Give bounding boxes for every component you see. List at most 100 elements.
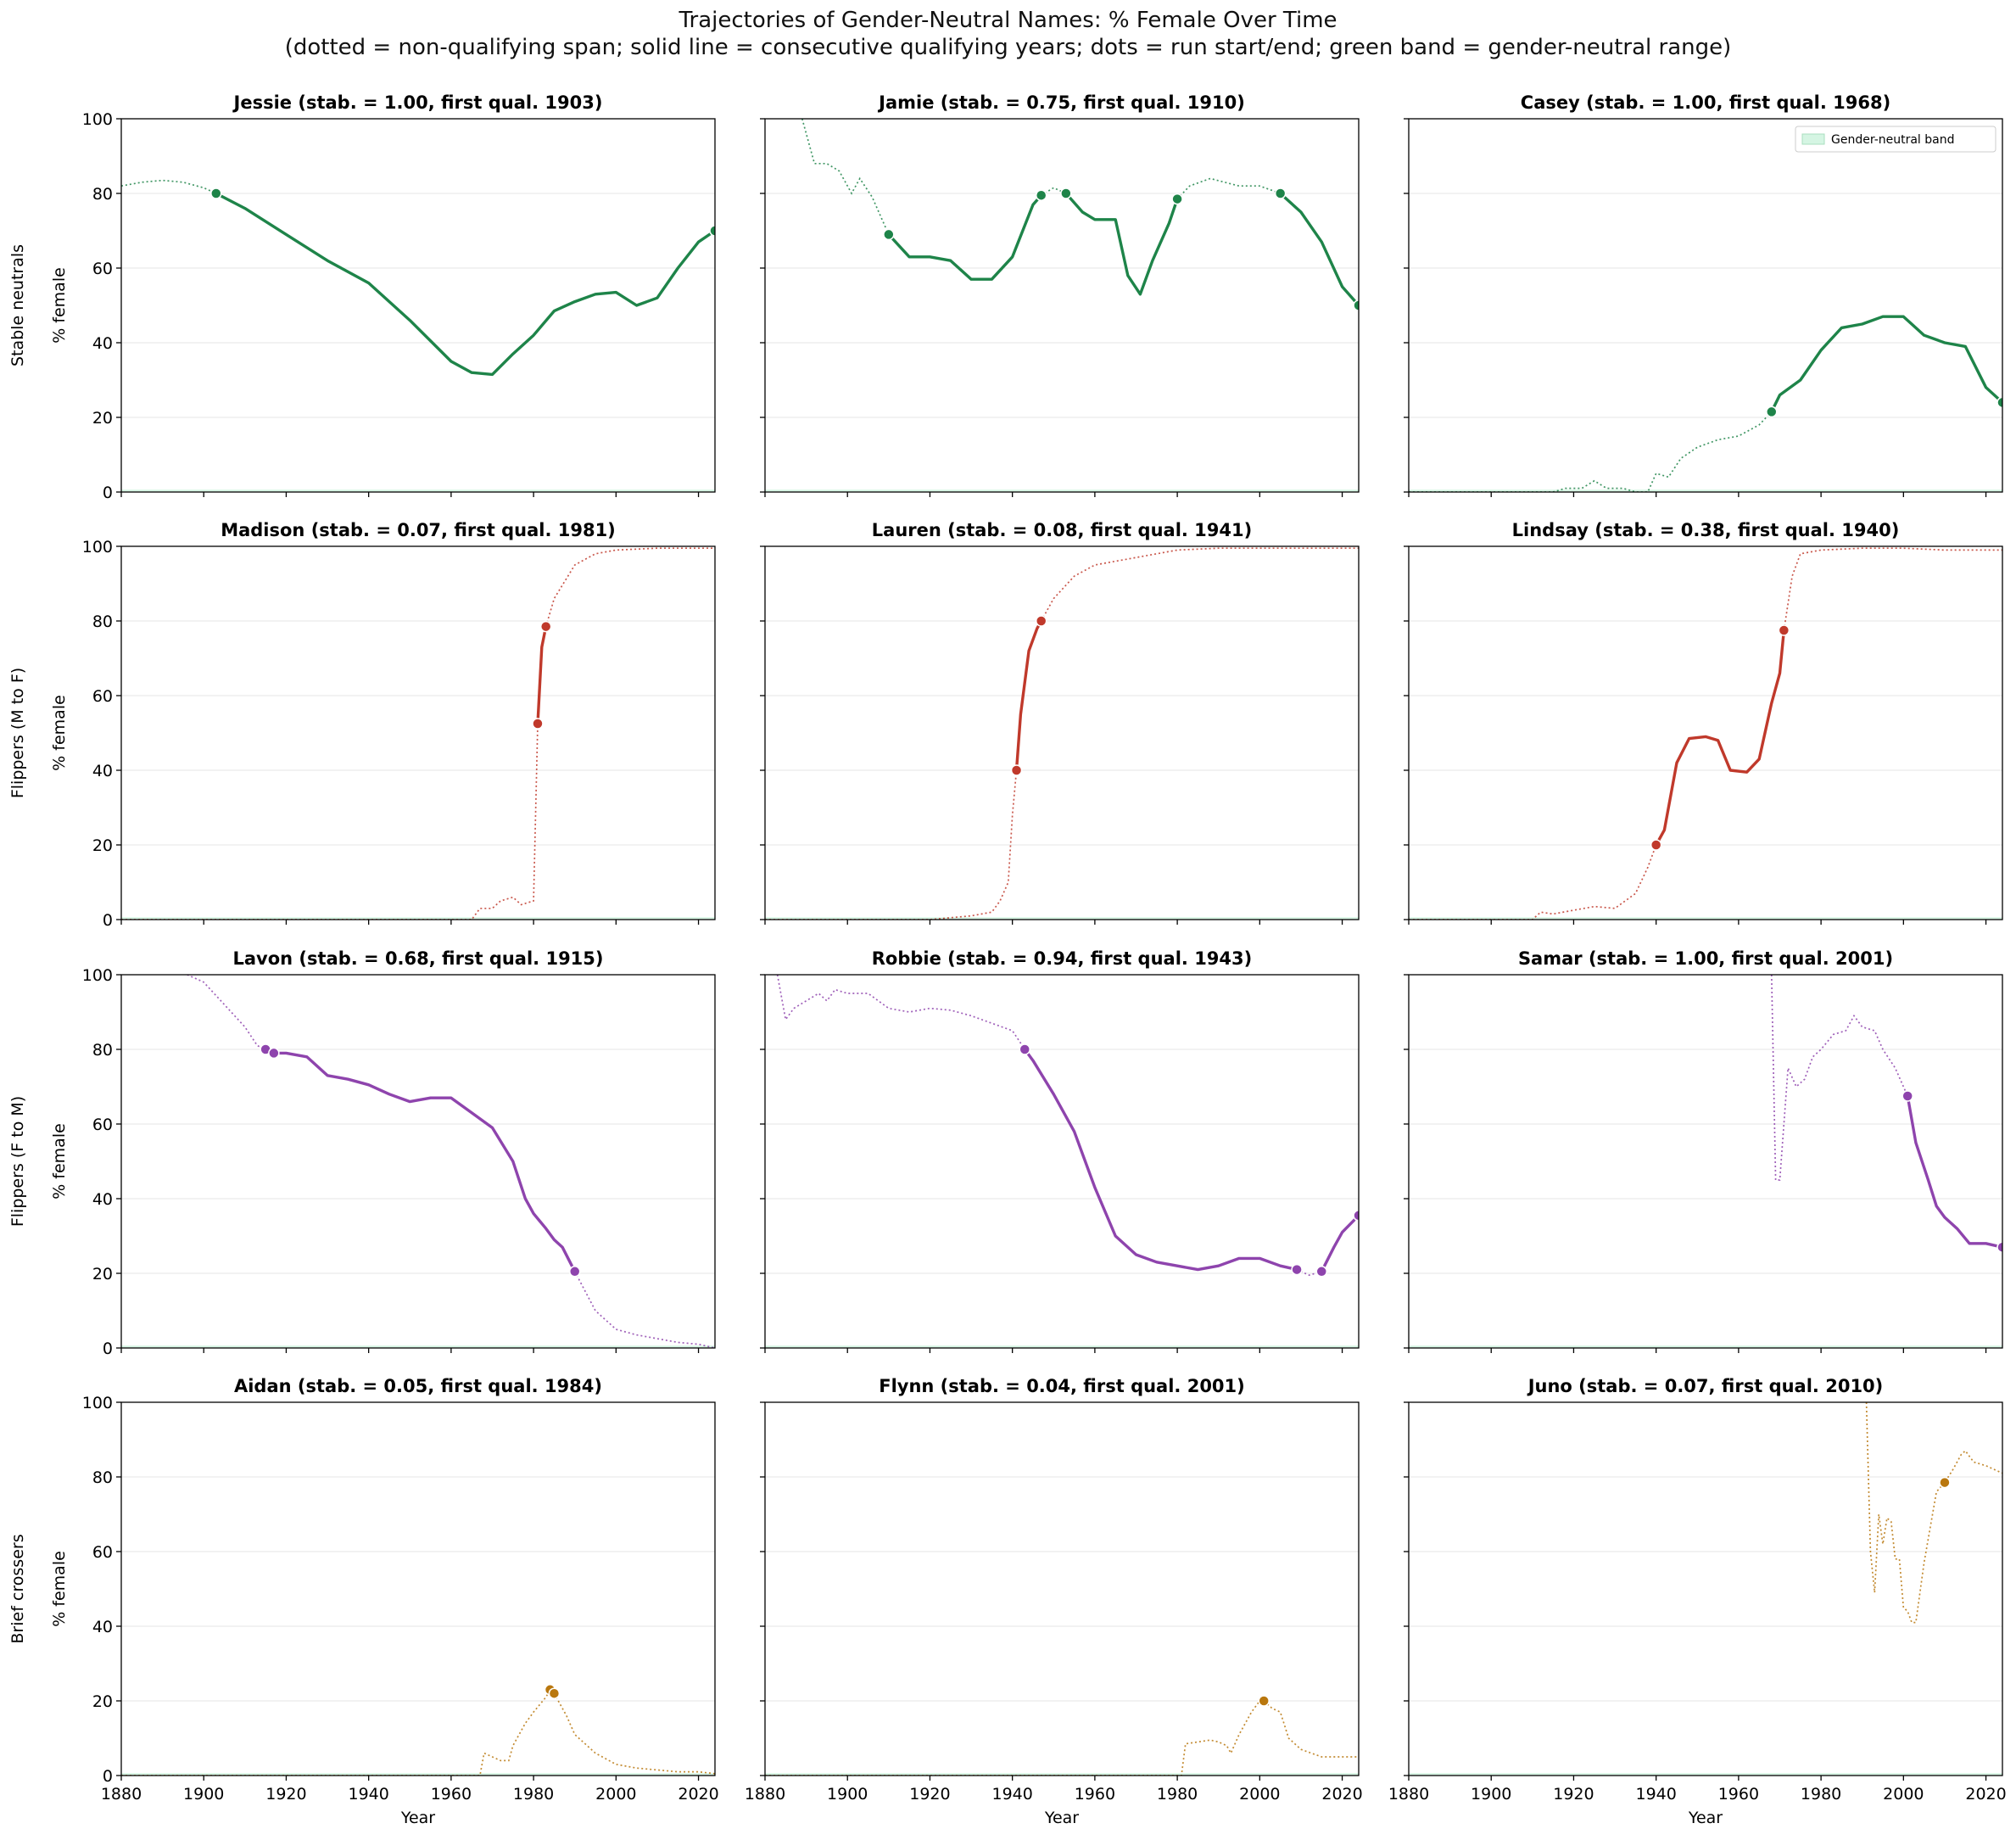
panel-title: Flynn (stab. = 0.04, first qual. 2001)	[879, 1376, 1245, 1396]
axes-frame	[1408, 118, 2003, 493]
non-qualifying-line	[121, 1688, 715, 1776]
y-tick-label: 60	[92, 260, 113, 278]
x-tick-label: 1900	[1471, 1785, 1511, 1804]
x-tick-label: 2000	[1883, 1785, 1924, 1804]
axes-frame	[764, 545, 1360, 920]
series-casey	[1409, 315, 2002, 492]
non-qualifying-line	[1409, 411, 1773, 492]
qualifying-run-line	[1023, 1048, 1298, 1272]
y-tick-label: 80	[92, 1468, 113, 1487]
x-tick-label: 1920	[1553, 1785, 1594, 1804]
run-endpoint-marker	[1996, 396, 2002, 409]
y-tick-label: 80	[92, 185, 113, 204]
qualifying-run-line	[1278, 192, 1359, 307]
panel-title: Jessie (stab. = 1.00, first qual. 1903)	[232, 92, 603, 113]
panel-jessie: 0 20 40 60 80 100 Jessie (stab. = 1.00, first …	[8, 92, 716, 502]
panel-title: Samar (stab. = 1.00, first qual. 2001)	[1518, 948, 1893, 969]
x-tick-label: 1980	[1801, 1785, 1841, 1804]
x-tick-label: 1920	[909, 1785, 950, 1804]
y-tick-label: 60	[92, 1116, 113, 1134]
panel-title: Casey (stab. = 1.00, first qual. 1968)	[1521, 92, 1890, 113]
x-axis-label: Year	[1688, 1809, 1723, 1827]
panel-madison: 0 20 40 60 80 100 Madison (stab. = 0.07, first…	[8, 520, 716, 930]
y-tick-label: 100	[82, 110, 113, 129]
axes-frame	[1408, 1401, 2003, 1776]
series-robbie	[776, 975, 1359, 1278]
y-tick-label: 60	[92, 687, 113, 706]
y-tick-label: 80	[92, 612, 113, 631]
y-tick-label: 80	[92, 1041, 113, 1060]
panel-jamie: Jamie (stab. = 0.75, first qual. 1910)	[760, 92, 1360, 497]
non-qualifying-line	[1783, 547, 2002, 631]
legend-swatch	[1801, 133, 1825, 145]
x-tick-label: 1940	[991, 1785, 1032, 1804]
series-lindsay	[1409, 547, 2002, 920]
axes-frame	[1408, 545, 2003, 920]
y-tick-label: 20	[92, 1265, 113, 1284]
non-qualifying-line	[573, 1271, 715, 1348]
panel-lavon: 0 20 40 60 80 100 Lavon (stab. = 0.68, first q…	[8, 948, 716, 1358]
non-qualifying-line	[1770, 975, 1908, 1181]
panel-samar: Samar (stab. = 1.00, first qual. 2001)	[1404, 948, 2003, 1353]
qualifying-run-line	[1064, 192, 1179, 296]
y-axis-label: % female	[50, 267, 69, 344]
x-tick-label: 2020	[678, 1785, 718, 1804]
non-qualifying-line	[765, 1700, 1359, 1776]
y-tick-label: 40	[92, 1190, 113, 1209]
series-juno	[1865, 1402, 2002, 1624]
x-tick-label: 1960	[431, 1785, 472, 1804]
series-samar	[1770, 975, 2002, 1253]
y-tick-label: 40	[92, 334, 113, 353]
x-tick-label: 1940	[348, 1785, 388, 1804]
qualifying-run-line	[887, 193, 1043, 281]
row-label: Stable neutrals	[8, 244, 27, 366]
y-tick-label: 20	[92, 1692, 113, 1711]
qualifying-run-line	[1906, 1094, 2002, 1249]
run-endpoint-marker	[1019, 1043, 1030, 1055]
axes-frame	[764, 118, 1360, 493]
non-qualifying-line	[187, 975, 266, 1050]
qualifying-run-line	[215, 192, 715, 377]
row-label: Flippers (F to M)	[8, 1096, 27, 1227]
axes-frame	[120, 545, 716, 920]
series-madison	[121, 547, 715, 920]
panel-title: Lavon (stab. = 0.68, first qual. 1915)	[232, 948, 603, 969]
run-endpoint-marker	[548, 1687, 561, 1699]
x-tick-label: 1880	[101, 1785, 142, 1804]
run-endpoint-marker	[1035, 189, 1047, 201]
panel-title: Juno (stab. = 0.07, first qual. 2010)	[1527, 1376, 1884, 1396]
run-endpoint-marker	[1258, 1695, 1270, 1707]
non-qualifying-line	[1176, 177, 1281, 200]
panel-flynn: 1880 1900 1920 1940 1960 1980 2000 2020 Flynn (s…	[745, 1376, 1363, 1827]
run-endpoint-marker	[1274, 187, 1287, 199]
y-axis-label: % female	[50, 1551, 69, 1627]
run-endpoint-marker	[1353, 299, 1359, 311]
figure-title: Trajectories of Gender-Neutral Names: % …	[679, 8, 1337, 33]
panel-title: Madison (stab. = 0.07, first qual. 1981)	[221, 520, 616, 540]
panel-title: Lindsay (stab. = 0.38, first qual. 1940)	[1512, 520, 1900, 540]
y-tick-label: 0	[103, 1339, 113, 1358]
series-flynn	[765, 1695, 1359, 1776]
axes-frame	[120, 974, 716, 1349]
run-endpoint-marker	[1996, 1241, 2002, 1253]
non-qualifying-line	[765, 769, 1018, 920]
x-tick-label: 2000	[1239, 1785, 1280, 1804]
run-endpoint-marker	[1035, 615, 1047, 627]
panel-casey: Casey (stab. = 1.00, first qual. 1968) Ge…	[1404, 92, 2003, 497]
x-tick-label: 1980	[513, 1785, 554, 1804]
axes-frame	[120, 118, 716, 493]
panel-juno: 1880 1900 1920 1940 1960 1980 2000 2020 Juno (st…	[1388, 1376, 2007, 1827]
run-endpoint-marker	[883, 228, 895, 241]
legend-label: Gender-neutral band	[1831, 133, 1955, 147]
axes-frame	[764, 1401, 1360, 1776]
x-tick-label: 1900	[827, 1785, 868, 1804]
run-endpoint-marker	[1353, 1210, 1359, 1222]
run-endpoint-marker	[709, 225, 715, 237]
non-qualifying-line	[801, 119, 890, 235]
panel-lauren: Lauren (stab. = 0.08, first qual. 1941)	[760, 520, 1360, 925]
run-endpoint-marker	[1060, 187, 1072, 199]
x-tick-label: 1980	[1157, 1785, 1198, 1804]
qualifying-run-line	[1320, 1214, 1359, 1273]
non-qualifying-line	[1865, 1402, 2002, 1624]
